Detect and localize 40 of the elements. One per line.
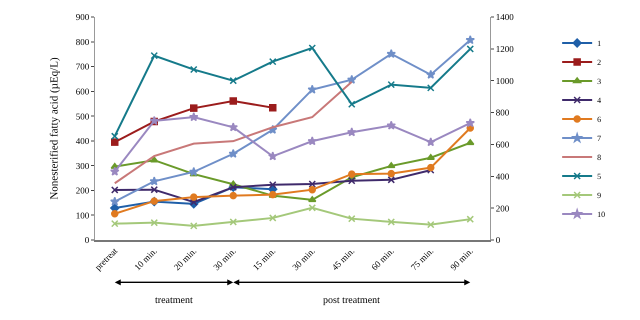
x-tick-label: 60 min. — [369, 246, 396, 272]
legend-label: 3 — [597, 77, 602, 86]
legend-label: 6 — [597, 115, 602, 124]
y2-tick-label: 400 — [496, 171, 510, 182]
y-tick-label: 500 — [76, 111, 90, 122]
y-tick-label: 600 — [76, 86, 90, 96]
y2-tick-label: 800 — [496, 108, 510, 118]
y-tick-label: 200 — [76, 186, 90, 196]
text: treatment — [155, 295, 193, 306]
x-tick-label: 30 min. — [211, 246, 238, 272]
text: post treatment — [323, 295, 380, 306]
legend-label: 1 — [597, 39, 602, 48]
x-tick-label: 10 min. — [132, 246, 159, 272]
y2-tick-label: 1400 — [496, 12, 514, 22]
legend-label: 5 — [597, 172, 602, 182]
x-tick-label: 30 min. — [290, 246, 317, 272]
y-axis-title: Nonesterified fatty acid (µEq/L) — [48, 57, 60, 200]
x-tick-label: 15 min. — [250, 246, 278, 272]
y2-tick-label: 600 — [496, 140, 510, 150]
y-tick-label: 700 — [76, 62, 90, 72]
y-tick-label: 100 — [76, 210, 90, 220]
x-tick-label: 45 min. — [330, 246, 356, 272]
legend-label: 10 — [597, 210, 606, 220]
x-tick-label: 75 min. — [408, 246, 436, 272]
y2-tick-label: 1000 — [496, 76, 514, 86]
legend-label: 9 — [597, 191, 602, 200]
x-tick-label: 20 min. — [172, 246, 198, 272]
legend-label: 8 — [597, 153, 602, 162]
legend-label: 4 — [597, 96, 602, 106]
y-tick-label: 800 — [76, 36, 90, 47]
x-tick-label: 90 min. — [448, 246, 475, 272]
y-tick-label: 300 — [76, 160, 90, 171]
legend-label: 2 — [597, 58, 602, 68]
y-tick-label: 400 — [76, 136, 90, 146]
y-tick-label: 900 — [76, 12, 90, 22]
legend-label: 7 — [597, 134, 602, 144]
y-tick-label: 0 — [84, 235, 90, 246]
y2-tick-label: 0 — [496, 235, 501, 246]
y2-tick-label: 200 — [496, 203, 510, 214]
y2-tick-label: 1200 — [496, 44, 514, 54]
